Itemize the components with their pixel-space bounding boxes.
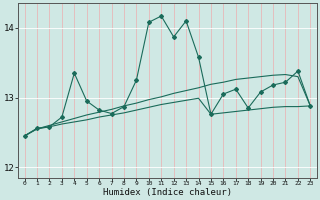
- X-axis label: Humidex (Indice chaleur): Humidex (Indice chaleur): [103, 188, 232, 197]
